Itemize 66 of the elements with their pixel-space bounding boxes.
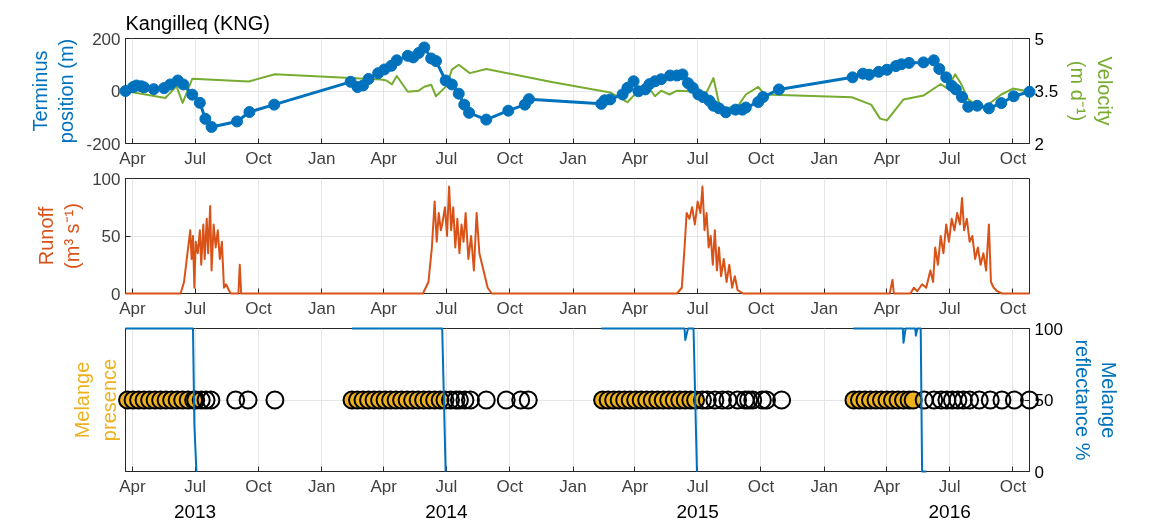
- x-tick-label: Oct: [747, 476, 775, 496]
- x-tick-label: Jul: [184, 148, 206, 168]
- y-axis-title: Runoff (m³ s⁻¹): [34, 203, 84, 269]
- y-tick-label: 0: [111, 284, 121, 304]
- x-tick-label: Apr: [873, 298, 901, 318]
- y2-tick-label: 100: [1034, 319, 1063, 339]
- y-axis-title: Melange presence: [71, 358, 120, 442]
- x-tick-label: Apr: [621, 148, 649, 168]
- x-tick-label: Oct: [999, 476, 1027, 496]
- x-tick-label: Jul: [938, 476, 961, 496]
- x-tick-label: Apr: [119, 476, 146, 496]
- x-tick-label: Oct: [496, 298, 524, 318]
- x-tick-label: Jul: [938, 148, 961, 168]
- x-tick-label: Jul: [435, 148, 458, 168]
- chart-title: Kangilleq (KNG): [125, 11, 271, 34]
- x-tick-label: Apr: [873, 148, 901, 168]
- x-tick-label: Apr: [119, 148, 146, 168]
- y2-axis-title: Melange reflectance %: [1071, 339, 1121, 461]
- x-tick-label: Oct: [999, 298, 1027, 318]
- x-tick-label: Oct: [747, 298, 775, 318]
- y-tick-label: -200: [86, 134, 121, 154]
- x-tick-label: Oct: [245, 148, 272, 168]
- x-tick-label: Jan: [559, 148, 587, 168]
- x2-tick-label: 2016: [928, 500, 971, 520]
- x-tick-label: Jan: [559, 476, 587, 496]
- x-tick-label: Jan: [810, 476, 839, 496]
- x-tick-label: Jul: [686, 476, 709, 496]
- x-tick-label: Apr: [370, 148, 398, 168]
- x-tick-label: Jan: [810, 298, 839, 318]
- x-tick-label: Jan: [308, 476, 336, 496]
- y2-axis-title: Velocity (m d⁻¹): [1067, 56, 1116, 126]
- y2-tick-label: 2: [1034, 134, 1044, 154]
- x-tick-label: Apr: [621, 476, 649, 496]
- x-tick-label: Jul: [686, 298, 709, 318]
- x2-tick-label: 2014: [425, 500, 468, 520]
- y-axis-title: Terminus position (m): [29, 38, 78, 144]
- x-tick-label: Apr: [370, 298, 398, 318]
- y2-tick-label: 0: [1034, 462, 1044, 482]
- y-tick-label: 200: [92, 29, 121, 49]
- y-tick-label: 100: [92, 169, 121, 189]
- y2-tick-label: 3.5: [1034, 82, 1059, 101]
- x-tick-label: Jan: [308, 148, 336, 168]
- x-tick-label: Apr: [621, 298, 649, 318]
- y-tick-label: 50: [101, 227, 121, 246]
- x-tick-label: Jan: [810, 148, 839, 168]
- y2-tick-label: 5: [1034, 29, 1044, 49]
- x-tick-label: Jan: [559, 298, 587, 318]
- x2-tick-label: 2015: [676, 500, 719, 520]
- x-tick-label: Jul: [938, 298, 961, 318]
- x-tick-label: Oct: [245, 298, 272, 318]
- x-tick-label: Oct: [496, 148, 524, 168]
- x2-tick-label: 2013: [173, 500, 217, 520]
- x-tick-label: Jul: [435, 476, 458, 496]
- x-tick-label: Oct: [747, 148, 775, 168]
- x-tick-label: Apr: [873, 476, 901, 496]
- x-tick-label: Jul: [184, 298, 206, 318]
- x-tick-label: Oct: [245, 476, 272, 496]
- x-tick-label: Apr: [370, 476, 398, 496]
- y-tick-label: 0: [111, 82, 121, 101]
- x-tick-label: Apr: [119, 298, 146, 318]
- x-tick-label: Jul: [184, 476, 206, 496]
- x-tick-label: Jul: [686, 148, 709, 168]
- x-tick-label: Oct: [999, 148, 1027, 168]
- x-tick-label: Jan: [308, 298, 336, 318]
- x-tick-label: Jul: [435, 298, 458, 318]
- x-tick-label: Oct: [496, 476, 524, 496]
